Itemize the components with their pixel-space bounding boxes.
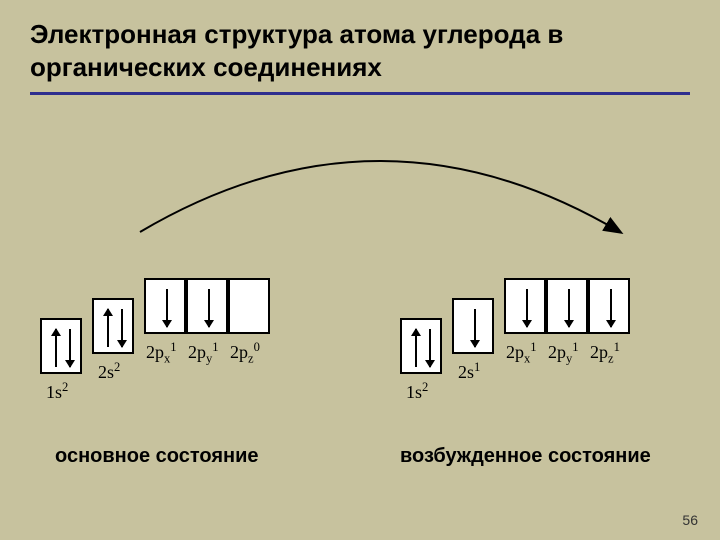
excited-state-label: возбужденное состояние — [400, 445, 651, 468]
orbital-box-2py — [186, 278, 228, 334]
electron-arrow — [526, 289, 528, 327]
orbital-label-2s: 2s1 — [458, 360, 480, 383]
orbital-box-2py — [546, 278, 588, 334]
orbital-label-1s: 1s2 — [406, 380, 428, 403]
ground-state-label: основное состояние — [55, 445, 259, 468]
orbital-label-1s: 1s2 — [46, 380, 68, 403]
orbital-label-2pz: 2pz0 — [230, 340, 260, 367]
orbital-box-2px — [144, 278, 186, 334]
electron-arrow — [107, 309, 109, 347]
electron-arrow — [69, 329, 71, 367]
electron-arrow — [474, 309, 476, 347]
electron-arrow — [429, 329, 431, 367]
orbital-label-2py: 2py1 — [548, 340, 579, 367]
diagram-area: 1s2 2s2 2px1 2py1 2pz0 1s2 2s1 2px1 2py1 2pz1 — [0, 120, 720, 420]
orbital-box-2pz — [228, 278, 270, 334]
orbital-label-2pz: 2pz1 — [590, 340, 620, 367]
orbital-box-2s — [92, 298, 134, 354]
orbital-box-2pz — [588, 278, 630, 334]
orbital-box-2px — [504, 278, 546, 334]
transition-arrow — [0, 120, 720, 280]
electron-arrow — [610, 289, 612, 327]
electron-arrow — [166, 289, 168, 327]
orbital-box-1s — [40, 318, 82, 374]
orbital-box-1s — [400, 318, 442, 374]
orbital-label-2px: 2px1 — [146, 340, 177, 367]
electron-arrow — [121, 309, 123, 347]
title-underline — [30, 92, 690, 95]
orbital-label-2py: 2py1 — [188, 340, 219, 367]
slide-title: Электронная структура атома углерода в о… — [30, 18, 690, 83]
orbital-label-2s: 2s2 — [98, 360, 120, 383]
page-number: 56 — [682, 512, 698, 528]
orbital-box-2s — [452, 298, 494, 354]
electron-arrow — [568, 289, 570, 327]
electron-arrow — [208, 289, 210, 327]
slide: Электронная структура атома углерода в о… — [0, 0, 720, 540]
electron-arrow — [415, 329, 417, 367]
electron-arrow — [55, 329, 57, 367]
orbital-label-2px: 2px1 — [506, 340, 537, 367]
